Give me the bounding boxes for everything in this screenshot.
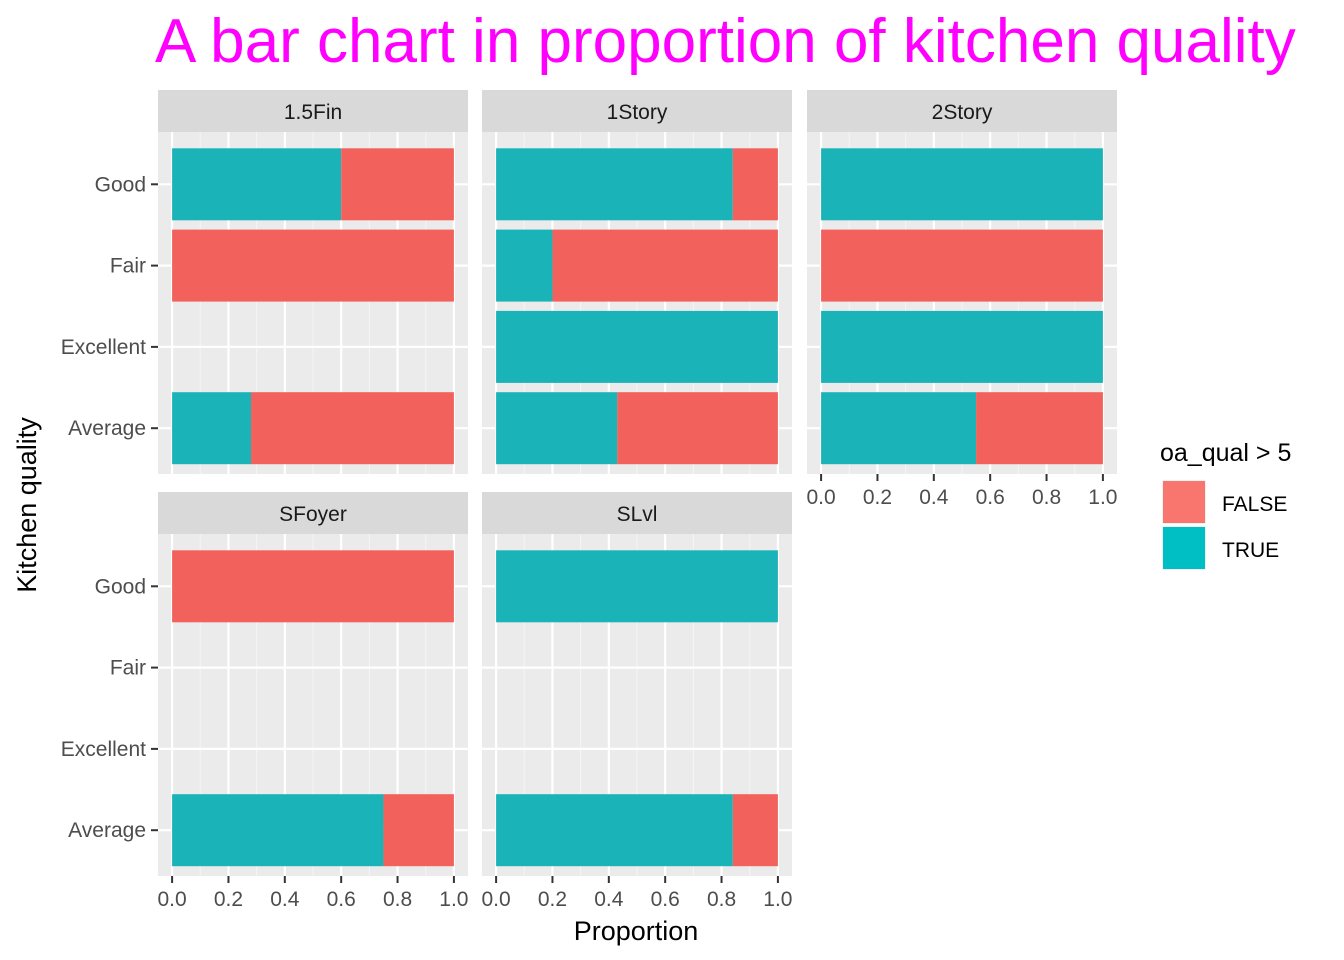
- x-tick-label: 0.4: [919, 486, 949, 509]
- y-tick-label: Excellent: [61, 738, 146, 761]
- bar-false: [552, 229, 778, 302]
- x-tick-label: 0.0: [481, 888, 510, 911]
- bar-true: [496, 229, 553, 302]
- y-tick-label: Fair: [110, 255, 146, 278]
- x-tick-label: 1.0: [763, 888, 792, 911]
- x-tick-label: 0.2: [538, 888, 567, 911]
- x-tick-label: 0.4: [594, 888, 624, 911]
- x-tick-label: 1.0: [439, 888, 468, 911]
- bar-false: [732, 148, 778, 221]
- legend-label: TRUE: [1222, 539, 1279, 562]
- x-tick-label: 0.2: [863, 486, 892, 509]
- facet-strip: [807, 90, 1117, 132]
- y-tick-label: Average: [68, 417, 146, 440]
- bar-false: [976, 392, 1103, 465]
- legend-title: oa_qual > 5: [1160, 439, 1291, 467]
- x-tick-label: 0.0: [806, 486, 835, 509]
- y-tick-label: Good: [95, 575, 146, 598]
- x-tick-label: 0.6: [651, 888, 680, 911]
- bar-false: [341, 148, 454, 221]
- facet-label: SFoyer: [279, 503, 347, 526]
- y-tick-label: Average: [68, 819, 146, 842]
- bar-true: [821, 310, 1103, 383]
- bar-false: [172, 550, 454, 623]
- x-tick-label: 0.8: [1032, 486, 1061, 509]
- legend: oa_qual > 5 FALSE TRUE: [1160, 439, 1291, 570]
- bar-false: [617, 392, 778, 465]
- y-tick-label: Good: [95, 173, 146, 196]
- facet-1.5Fin: 1.5Fin Good Fair Excellent Average: [61, 90, 468, 474]
- facet-label: 1Story: [607, 101, 668, 124]
- y-tick-label: Fair: [110, 657, 146, 680]
- facet-strip: [482, 492, 792, 534]
- facet-label: 1.5Fin: [284, 101, 342, 124]
- x-tick-label: 1.0: [1088, 486, 1117, 509]
- chart-title: A bar chart in proportion of kitchen qua…: [155, 7, 1296, 76]
- facet-label: 2Story: [932, 101, 993, 124]
- bar-true: [496, 310, 778, 383]
- x-tick-label: 0.2: [214, 888, 243, 911]
- x-tick-label: 0.0: [157, 888, 186, 911]
- bar-true: [172, 148, 342, 221]
- y-tick-label: Excellent: [61, 336, 146, 359]
- facet-strip: [482, 90, 792, 132]
- bar-true: [821, 148, 1103, 221]
- facet-SFoyer: SFoyer Good Fair Excellent Average 0.0 0.2 0.4 0…: [61, 492, 469, 911]
- legend-key-true: [1163, 527, 1205, 569]
- bar-true: [496, 148, 733, 221]
- facet-SLvl: SLvl 0.0 0.2 0.4 0.6 0.8 1.0: [481, 492, 793, 911]
- bar-false: [732, 794, 778, 867]
- x-tick-label: 0.8: [383, 888, 412, 911]
- bar-true: [821, 392, 977, 465]
- bar-true: [496, 550, 778, 623]
- bar-false: [172, 229, 454, 302]
- facet-strip: [158, 90, 468, 132]
- x-tick-label: 0.6: [976, 486, 1005, 509]
- legend-label: FALSE: [1222, 493, 1287, 516]
- x-axis-title: Proportion: [574, 916, 699, 946]
- bar-false: [821, 229, 1103, 302]
- facet-1Story: 1Story: [482, 90, 792, 474]
- x-tick-label: 0.4: [270, 888, 300, 911]
- bar-false: [383, 794, 454, 867]
- bar-true: [496, 392, 618, 465]
- facet-2Story: 2Story 0.0 0.2 0.4 0.6 0.8 1.0: [806, 90, 1118, 509]
- bar-true: [496, 794, 733, 867]
- bar-true: [172, 392, 252, 465]
- bar-false: [251, 392, 454, 465]
- facet-strip: [158, 492, 468, 534]
- x-tick-label: 0.8: [707, 888, 736, 911]
- legend-key-false: [1163, 481, 1205, 523]
- bar-true: [172, 794, 384, 867]
- facet-label: SLvl: [617, 503, 658, 526]
- facet-panels: 1.5Fin Good Fair Excellent Average 1Story 2Sto…: [61, 90, 1118, 911]
- x-tick-label: 0.6: [327, 888, 356, 911]
- y-axis-title: Kitchen quality: [12, 417, 42, 593]
